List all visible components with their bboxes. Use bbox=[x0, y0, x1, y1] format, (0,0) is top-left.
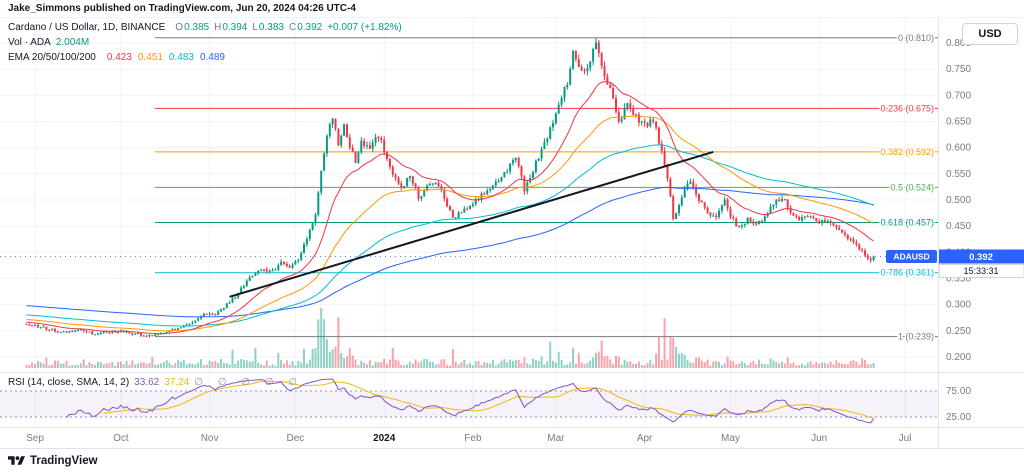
ema-20-line bbox=[26, 81, 874, 335]
candlestick-series bbox=[25, 37, 875, 338]
currency-selector-button[interactable]: USD bbox=[962, 23, 1018, 45]
svg-text:0.382 (0.592): 0.382 (0.592) bbox=[880, 147, 934, 157]
ema-value-200: 0.489 bbox=[199, 52, 225, 63]
svg-text:1 (0.239): 1 (0.239) bbox=[898, 332, 934, 342]
svg-text:0.600: 0.600 bbox=[946, 143, 971, 154]
ema-values: 0.423 0.451 0.483 0.489 bbox=[101, 52, 225, 64]
svg-text:Dec: Dec bbox=[287, 433, 305, 444]
ohlc-letter: C bbox=[288, 22, 297, 33]
ohlc-values: O0.385 H0.394 L0.383 C0.392 +0.007 (+1.82%) bbox=[170, 22, 401, 34]
ema-50-line bbox=[26, 115, 874, 332]
ema-value-20: 0.423 bbox=[106, 52, 132, 63]
svg-text:Jun: Jun bbox=[811, 433, 827, 444]
svg-text:0.350: 0.350 bbox=[946, 274, 971, 285]
svg-text:0.5 (0.524): 0.5 (0.524) bbox=[890, 182, 934, 192]
volume-legend: Vol · ADA 2.004M bbox=[8, 37, 89, 49]
svg-text:ADAUSD: ADAUSD bbox=[893, 252, 929, 262]
svg-text:0.800: 0.800 bbox=[946, 38, 971, 49]
svg-text:0.250: 0.250 bbox=[946, 326, 971, 337]
ohlc-value: 0.385 bbox=[184, 22, 210, 33]
pane-borders bbox=[0, 18, 1024, 449]
footer-brand[interactable]: TradingView bbox=[8, 452, 98, 470]
svg-text:0.786 (0.361): 0.786 (0.361) bbox=[880, 268, 934, 278]
volume-value: 2.004M bbox=[55, 37, 90, 48]
svg-text:Mar: Mar bbox=[547, 433, 565, 444]
volume-label: Vol · ADA bbox=[8, 37, 51, 48]
ohlc-letter: L bbox=[252, 22, 258, 33]
rsi-legend: RSI (14, close, SMA, 14, 2) 33.62 37.24 … bbox=[8, 377, 303, 389]
price-axis[interactable]: 0.800 0.750 0.700 0.650 0.600 0.550 0.500 0.450… bbox=[946, 38, 971, 363]
tradingview-brand-text: TradingView bbox=[30, 455, 98, 467]
ema-200-line bbox=[26, 186, 874, 318]
svg-text:0.700: 0.700 bbox=[946, 90, 971, 101]
ohlc-letter: H bbox=[214, 22, 222, 33]
svg-text:0.300: 0.300 bbox=[946, 300, 971, 311]
svg-text:0.392: 0.392 bbox=[969, 252, 993, 263]
ohlc-letter: O bbox=[175, 22, 184, 33]
rsi-line bbox=[66, 378, 875, 424]
svg-text:0.450: 0.450 bbox=[946, 221, 971, 232]
trendline-drawing[interactable] bbox=[229, 150, 714, 298]
change-value: +0.007 (+1.82%) bbox=[327, 22, 402, 33]
volume-series bbox=[25, 308, 875, 368]
rsi-ma-value: 37.24 bbox=[164, 377, 190, 388]
svg-text:Jul: Jul bbox=[899, 433, 912, 444]
svg-text:0.750: 0.750 bbox=[946, 64, 971, 75]
last-price-badge: ADAUSD 0.392 15:33:31 bbox=[886, 249, 1024, 278]
svg-text:0.236 (0.675): 0.236 (0.675) bbox=[880, 103, 934, 113]
svg-text:Oct: Oct bbox=[113, 433, 129, 444]
ema-value-100: 0.483 bbox=[168, 52, 194, 63]
ohlc-value: 0.392 bbox=[297, 22, 323, 33]
publish-header: Jake_Simmons published on TradingView.co… bbox=[0, 0, 1024, 18]
symbol-legend: Cardano / US Dollar, 1D, BINANCE O0.385 H… bbox=[8, 22, 402, 34]
svg-text:Feb: Feb bbox=[464, 433, 482, 444]
ohlc-value: 0.394 bbox=[222, 22, 248, 33]
svg-text:May: May bbox=[721, 433, 740, 444]
svg-text:0.618 (0.457): 0.618 (0.457) bbox=[880, 218, 934, 228]
svg-text:0.500: 0.500 bbox=[946, 195, 971, 206]
rsi-band-fill bbox=[0, 391, 938, 417]
ema-label: EMA 20/50/100/200 bbox=[8, 52, 96, 63]
time-axis[interactable]: Sep Oct Nov Dec 2024 Feb Mar Apr May Jun Jul bbox=[26, 433, 911, 444]
svg-text:25.00: 25.00 bbox=[946, 412, 971, 423]
ohlc-value: 0.383 bbox=[258, 22, 284, 33]
rsi-band-lines bbox=[0, 390, 938, 418]
svg-text:2024: 2024 bbox=[373, 433, 396, 444]
fib-retracement-lines[interactable] bbox=[155, 37, 938, 338]
rsi-title[interactable]: RSI (14, close, SMA, 14, 2) bbox=[8, 377, 130, 388]
svg-text:Sep: Sep bbox=[26, 433, 44, 444]
ema-value-50: 0.451 bbox=[137, 52, 163, 63]
svg-text:0.550: 0.550 bbox=[946, 169, 971, 180]
tradingview-logo-icon bbox=[8, 454, 25, 468]
svg-text:15:33:31: 15:33:31 bbox=[963, 266, 998, 276]
rsi-value: 33.62 bbox=[134, 377, 160, 388]
rsi-hidden-values: ∅ ∅ ∅ ∅ ∅ bbox=[194, 377, 303, 388]
rsi-axis[interactable]: 75.00 25.00 bbox=[946, 386, 971, 423]
svg-text:0 (0.810): 0 (0.810) bbox=[898, 33, 934, 43]
fib-level-labels: 0 (0.810) 0.236 (0.675) 0.382 (0.592) 0.5 (… bbox=[879, 31, 936, 343]
publish-text: Jake_Simmons published on TradingView.co… bbox=[8, 3, 356, 14]
symbol-title[interactable]: Cardano / US Dollar, 1D, BINANCE bbox=[8, 22, 166, 33]
ema-legend: EMA 20/50/100/200 0.423 0.451 0.483 0.489 bbox=[8, 52, 225, 64]
svg-text:0.650: 0.650 bbox=[946, 117, 971, 128]
svg-text:Apr: Apr bbox=[637, 433, 653, 444]
svg-text:0.200: 0.200 bbox=[946, 352, 971, 363]
ema-100-line bbox=[26, 144, 874, 327]
svg-text:75.00: 75.00 bbox=[946, 386, 971, 397]
svg-text:Nov: Nov bbox=[201, 433, 219, 444]
